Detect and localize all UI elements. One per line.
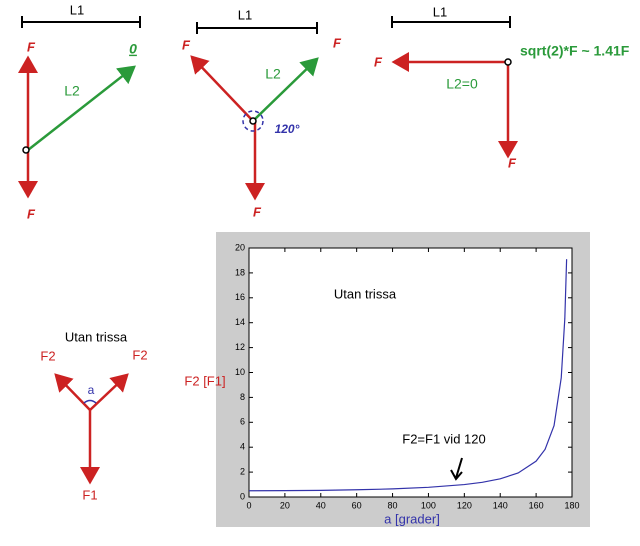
label: F2 <box>40 348 55 363</box>
label: a <box>88 383 95 397</box>
label: F <box>27 39 36 54</box>
y-axis-label: F2 [F1] <box>184 373 225 388</box>
y-tick-label: 0 <box>240 491 245 501</box>
x-tick-label: 140 <box>493 500 508 510</box>
x-tick-label: 160 <box>529 500 544 510</box>
label: 0 <box>129 41 137 57</box>
x-tick-label: 40 <box>316 500 326 510</box>
label: F <box>333 35 342 50</box>
label: 120° <box>275 122 300 136</box>
label: L1 <box>433 4 447 19</box>
label: F <box>182 37 191 52</box>
y-tick-label: 16 <box>235 292 245 302</box>
label: L1 <box>238 7 252 22</box>
label: L1 <box>70 2 84 17</box>
y-tick-label: 10 <box>235 367 245 377</box>
label: F <box>508 155 517 170</box>
y-tick-label: 2 <box>240 466 245 476</box>
label: F2 <box>132 347 147 362</box>
annotation-arrow <box>450 457 463 481</box>
label: L2 <box>64 83 80 99</box>
x-tick-label: 120 <box>457 500 472 510</box>
data-line <box>248 259 568 492</box>
diagram-3: L1 F F L2=0 sqrt(2)*F ~ 1.41F <box>374 4 630 170</box>
y-tick-label: 20 <box>235 242 245 252</box>
diagram-1: L1 F F L2 0 <box>18 2 141 221</box>
x-axis-label: a [grader] <box>384 511 440 526</box>
annotation: Utan trissa <box>334 286 397 301</box>
x-tick-label: 60 <box>352 500 362 510</box>
plot-area <box>248 247 573 498</box>
chart: F2 [F1] a [grader] Utan trissa F2=F1 vid… <box>184 232 590 527</box>
diagram-2: L1 F F F L2 120° <box>182 7 342 219</box>
label: F1 <box>82 487 97 502</box>
label: L2 <box>265 66 281 82</box>
x-tick-label: 100 <box>421 500 436 510</box>
label: F <box>374 54 383 69</box>
label: F <box>27 206 36 221</box>
x-tick-label: 80 <box>388 500 398 510</box>
x-tick-label: 180 <box>564 500 579 510</box>
y-tick-label: 4 <box>240 442 245 452</box>
label: Utan trissa <box>65 329 128 344</box>
label: L2=0 <box>446 76 478 92</box>
annotation: F2=F1 vid 120 <box>402 431 485 446</box>
y-tick-label: 14 <box>235 317 245 327</box>
diagram-4: Utan trissa F2 F2 a F1 <box>40 329 147 502</box>
x-tick-label: 20 <box>280 500 290 510</box>
label: F <box>253 204 262 219</box>
y-tick-label: 12 <box>235 342 245 352</box>
y-tick-label: 6 <box>240 417 245 427</box>
y-tick-label: 8 <box>240 392 245 402</box>
y-tick-label: 18 <box>235 267 245 277</box>
x-tick-label: 0 <box>246 500 251 510</box>
label: sqrt(2)*F ~ 1.41F <box>520 43 630 59</box>
